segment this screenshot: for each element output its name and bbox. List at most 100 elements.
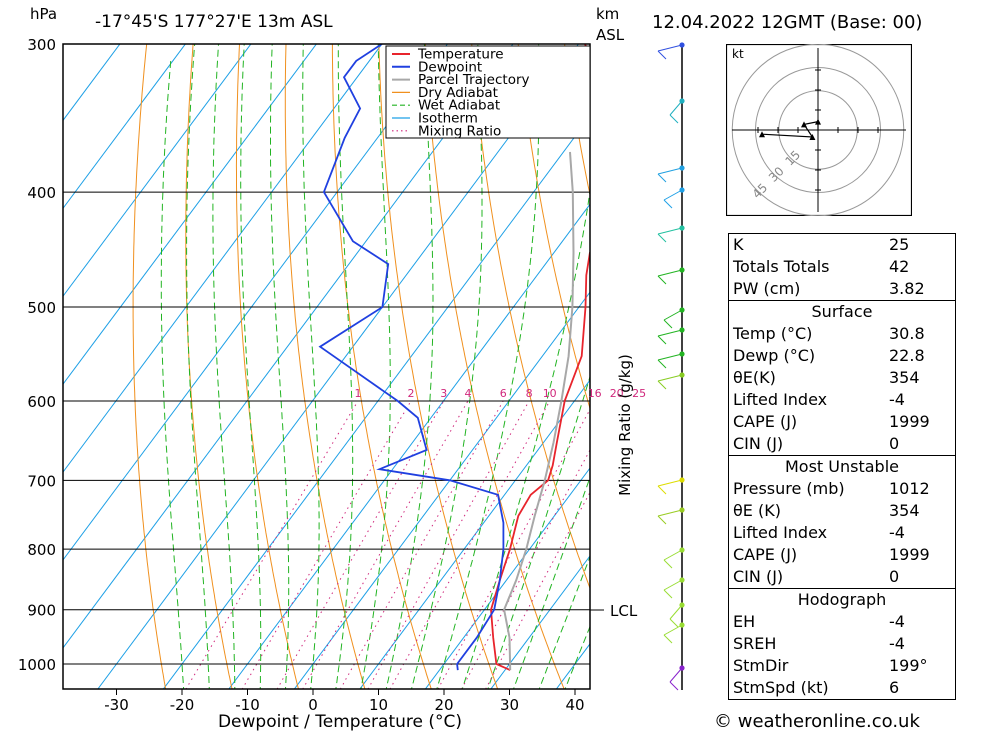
mixing-ratio-label: 3	[440, 387, 447, 400]
x-tick-label: 30	[500, 696, 519, 714]
plot-frame	[62, 43, 591, 690]
wind-barb-flag	[663, 199, 673, 209]
wind-barb-flag	[663, 319, 673, 329]
wind-barb	[663, 624, 683, 636]
wind-barb	[669, 667, 683, 683]
surface-label: θE(K)	[733, 368, 776, 387]
isotherm-line	[63, 44, 187, 210]
parcel-trajectory-line	[503, 151, 575, 671]
wind-barb-flag	[663, 589, 673, 599]
wind-barb-flag	[657, 515, 667, 525]
mixing-ratio-line	[241, 400, 412, 689]
surface-section-title: Surface	[729, 300, 955, 323]
wind-barb-flag	[657, 173, 667, 183]
wet-adiabat-line	[212, 44, 236, 689]
lcl-label: LCL	[610, 602, 638, 620]
wet-adiabat-line	[270, 44, 290, 689]
wet-adiabat-line	[240, 44, 262, 689]
most-unstable-value: 0	[889, 567, 900, 586]
hodograph-index-row: StmDir 199°	[729, 655, 955, 677]
surface-row: Lifted Index -4	[729, 389, 955, 411]
mixing-ratio-label: 2	[408, 387, 415, 400]
most-unstable-row: Pressure (mb) 1012	[729, 478, 955, 500]
x-tick-label: 20	[434, 696, 453, 714]
pressure-tick-label: 300	[27, 36, 56, 54]
surface-label: CAPE (J)	[733, 412, 798, 431]
mixing-ratio-label: 6	[500, 387, 507, 400]
skewt-chart: 1 2 3 4 6 8 10 16 20 253004005006007008009001000-…	[0, 27, 646, 732]
dry-adiabat-line	[471, 44, 590, 590]
pressure-unit-label: hPa	[30, 5, 58, 23]
dry-adiabat-line	[284, 44, 366, 689]
x-tick-label: -10	[235, 696, 260, 714]
surface-label: CIN (J)	[733, 434, 784, 453]
mixing-ratio-label: 16	[588, 387, 602, 400]
mixing-ratio-axis-label: Mixing Ratio (g/kg)	[616, 354, 634, 496]
wet-adiabat-line	[360, 44, 391, 689]
wind-barb-flag	[657, 50, 667, 60]
index-label: Totals Totals	[733, 257, 830, 276]
hodograph-index-row: StmSpd (kt) 6	[729, 677, 955, 699]
x-tick-label: 10	[369, 696, 388, 714]
index-label: K	[733, 235, 744, 254]
mixing-ratio-line	[302, 400, 469, 689]
isotherm-line	[0, 27, 67, 694]
wind-profile	[657, 42, 685, 691]
wind-barb	[657, 227, 683, 235]
most-unstable-label: Lifted Index	[733, 523, 828, 542]
wind-barb	[663, 189, 683, 201]
wind-barb	[669, 604, 683, 620]
mixing-ratio-label: 1	[355, 387, 362, 400]
mixing-ratio-line	[461, 448, 590, 689]
most-unstable-row: CAPE (J) 1999	[729, 544, 955, 566]
isotherm-line	[293, 291, 590, 689]
wind-barb	[657, 269, 683, 277]
indices-table: K 25 Totals Totals 42 PW (cm) 3.82 Surface …	[728, 233, 956, 700]
surface-value: 0	[889, 434, 900, 453]
dry-adiabat-line	[132, 44, 167, 689]
most-unstable-section-title: Most Unstable	[729, 455, 955, 478]
hodograph-index-row: SREH -4	[729, 633, 955, 655]
wind-barb	[657, 374, 683, 382]
hodograph-index-label: StmDir	[733, 656, 789, 675]
most-unstable-row: θE (K) 354	[729, 500, 955, 522]
index-row-pw: PW (cm) 3.82	[729, 278, 955, 300]
wet-adiabat-line	[436, 44, 540, 689]
wind-barb	[669, 100, 683, 116]
hodograph-index-value: -4	[889, 612, 905, 631]
most-unstable-label: CAPE (J)	[733, 545, 798, 564]
km-label: km	[596, 5, 620, 23]
asl-label: ASL	[596, 26, 625, 44]
mixing-ratio-label: 8	[526, 387, 533, 400]
wet-adiabat-line	[335, 44, 354, 689]
dewpoint-line	[318, 44, 505, 671]
location-title: -17°45'S 177°27'E 13m ASL	[95, 12, 333, 32]
hodograph-point	[815, 118, 821, 125]
most-unstable-value: 1012	[889, 479, 930, 498]
dry-adiabat-line	[235, 44, 299, 689]
index-row-totals: Totals Totals 42	[729, 256, 955, 278]
mixing-ratio-label: 4	[465, 387, 472, 400]
isotherm-line	[424, 467, 590, 689]
isotherm-line	[63, 44, 318, 385]
x-tick-label: 0	[308, 696, 318, 714]
index-label: PW (cm)	[733, 279, 801, 298]
x-tick-label: 40	[565, 696, 584, 714]
isotherm-line	[490, 555, 590, 689]
hodograph-index-row: EH -4	[729, 611, 955, 633]
most-unstable-label: θE (K)	[733, 501, 781, 520]
skewt-ticks: 1 2 3 4 6 8 10 16 20 253004005006007008009001000-…	[18, 36, 646, 714]
wind-barb-flag	[657, 335, 667, 345]
wind-barb	[663, 549, 683, 561]
most-unstable-value: 354	[889, 501, 920, 520]
isotherm-line	[63, 44, 383, 473]
hodograph-index-value: 6	[889, 678, 900, 697]
mixing-ratio-line	[367, 400, 530, 689]
index-row-k: K 25	[729, 234, 955, 256]
hodograph-index-label: EH	[733, 612, 756, 631]
datetime-title: 12.04.2022 12GMT (Base: 00)	[652, 12, 923, 33]
most-unstable-label: CIN (J)	[733, 567, 784, 586]
x-tick-label: -30	[104, 696, 129, 714]
surface-row: CIN (J) 0	[729, 433, 955, 455]
